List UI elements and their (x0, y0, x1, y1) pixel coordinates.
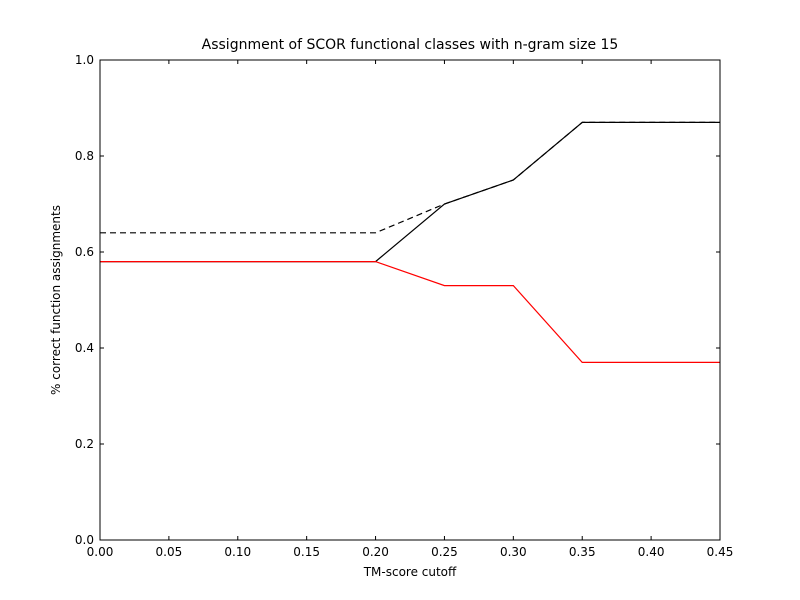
y-tick-label: 0.8 (75, 149, 94, 163)
y-tick-label: 0.4 (75, 341, 94, 355)
y-tick-label: 0.2 (75, 437, 94, 451)
x-tick-label: 0.35 (569, 545, 596, 559)
x-tick-label: 0.45 (707, 545, 734, 559)
x-tick-label: 0.15 (293, 545, 320, 559)
series-line-1 (100, 121, 720, 234)
y-tick-label: 0.0 (75, 533, 94, 547)
x-tick-label: 0.20 (362, 545, 389, 559)
x-tick-label: 0.00 (87, 545, 114, 559)
series-layer (100, 121, 720, 363)
x-tick-label: 0.25 (431, 545, 458, 559)
tick-labels-layer: 0.00 0.05 0.10 0.15 0.20 0.25 0.30 0.35 0.40 0.45… (75, 53, 733, 559)
chart-title: Assignment of SCOR functional classes wi… (202, 37, 619, 53)
x-tick-label: 0.05 (156, 545, 183, 559)
y-axis-label: % correct function assignments (49, 205, 63, 395)
x-tick-label: 0.40 (638, 545, 665, 559)
y-tick-label: 0.6 (75, 245, 94, 259)
y-tick-label: 1.0 (75, 53, 94, 67)
plot-frame (99, 59, 721, 541)
x-tick-label: 0.10 (224, 545, 251, 559)
series-line-3 (100, 261, 720, 363)
x-axis-label: TM-score cutoff (363, 565, 457, 579)
x-tick-label: 0.30 (500, 545, 527, 559)
